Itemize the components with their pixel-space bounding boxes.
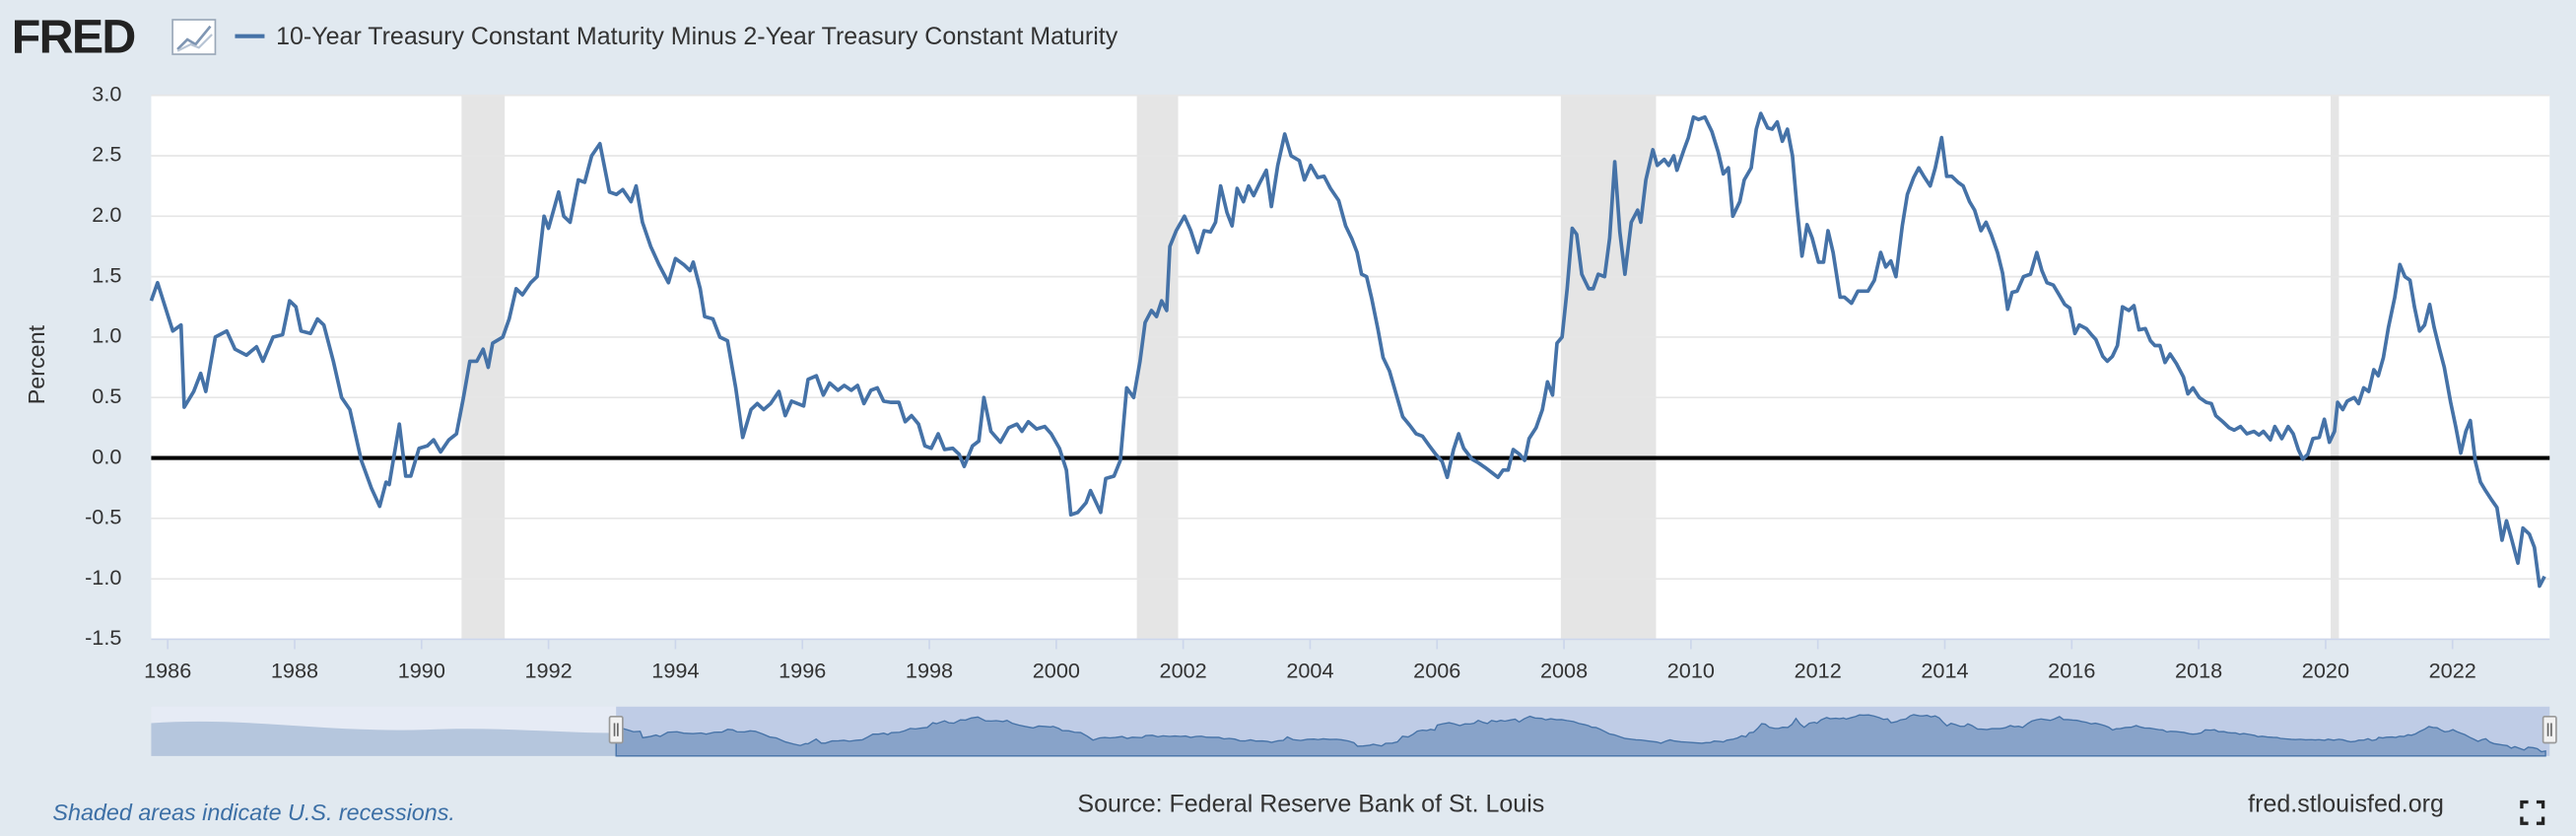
y-tick-label: 1.0 xyxy=(92,323,121,348)
recession-note: Shaded areas indicate U.S. recessions. xyxy=(52,800,454,825)
plot-area xyxy=(151,95,2550,640)
y-tick-label: 1.5 xyxy=(92,262,121,287)
x-tick-label: 1998 xyxy=(906,659,953,683)
logo[interactable]: FRED xyxy=(12,10,137,63)
x-tick-label: 1986 xyxy=(144,659,191,683)
navigator[interactable] xyxy=(151,706,2557,757)
recession-band xyxy=(1560,95,1657,640)
x-tick-label: 2006 xyxy=(1413,659,1460,683)
x-tick-label: 2008 xyxy=(1540,659,1588,683)
x-tick-label: 1988 xyxy=(271,659,318,683)
recession-band xyxy=(2331,95,2339,640)
y-tick-label: 2.5 xyxy=(92,142,121,167)
logo-icon xyxy=(171,19,217,55)
navigator-selection[interactable] xyxy=(616,706,2550,756)
x-tick-label: 2018 xyxy=(2175,659,2222,683)
legend-label[interactable]: 10-Year Treasury Constant Maturity Minus… xyxy=(276,23,1119,50)
x-tick-label: 2020 xyxy=(2302,659,2349,683)
x-tick-label: 2002 xyxy=(1160,659,1207,683)
site-link[interactable]: fred.stlouisfed.org xyxy=(2248,790,2444,817)
x-tick-label: 1996 xyxy=(779,659,826,683)
fullscreen-button[interactable] xyxy=(2520,800,2545,825)
navigator-area xyxy=(615,714,2546,757)
y-tick-label: 3.0 xyxy=(92,81,121,105)
x-tick-label: 2016 xyxy=(2048,659,2095,683)
x-tick-label: 2022 xyxy=(2429,659,2476,683)
recession-band xyxy=(1136,95,1179,640)
x-tick-label: 2004 xyxy=(1286,659,1333,683)
y-tick-label: -0.5 xyxy=(85,505,121,529)
navigator-background xyxy=(151,706,2550,756)
navigator-handle[interactable] xyxy=(2542,715,2557,744)
y-tick-label: 0.0 xyxy=(92,444,121,468)
x-tick-label: 1990 xyxy=(398,659,445,683)
x-tick-label: 2010 xyxy=(1667,659,1715,683)
y-tick-label: 0.5 xyxy=(92,383,121,408)
y-tick-label: -1.5 xyxy=(85,625,121,650)
y-tick-label: -1.0 xyxy=(85,565,121,590)
x-tick-label: 2014 xyxy=(1921,659,1968,683)
x-tick-label: 2012 xyxy=(1795,659,1842,683)
x-tick-label: 1992 xyxy=(525,659,573,683)
x-tick-label: 1994 xyxy=(651,659,699,683)
x-tick-label: 2000 xyxy=(1033,659,1080,683)
y-axis-label: Percent xyxy=(24,324,49,404)
source: Source: Federal Reserve Bank of St. Loui… xyxy=(1077,790,1544,817)
navigator-handle[interactable] xyxy=(608,715,624,744)
navigator-left-area xyxy=(151,721,617,756)
series-line xyxy=(149,111,2546,589)
y-tick-label: 2.0 xyxy=(92,202,121,227)
